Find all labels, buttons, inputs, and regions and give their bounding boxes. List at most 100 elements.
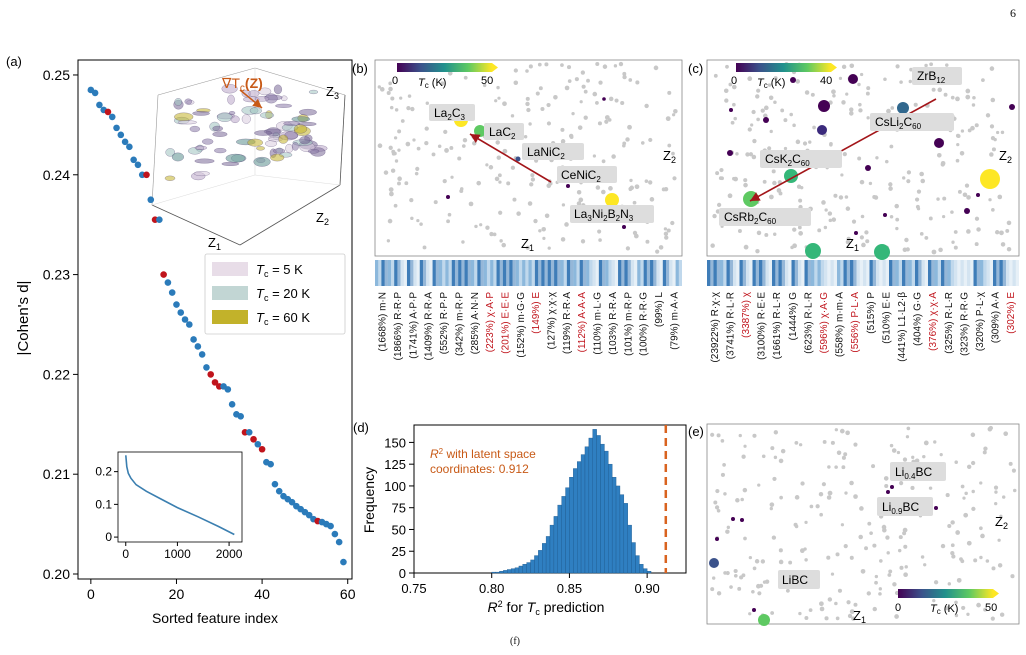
panel-a-point [160, 271, 167, 278]
background-point [485, 163, 489, 167]
feature-label: (3387%) χ [741, 291, 752, 338]
heatmap-cell-highlight [996, 260, 1000, 286]
feature-label: (558%) m·m·A [835, 292, 846, 357]
background-point [496, 155, 501, 160]
heatmap-cell [726, 260, 733, 286]
background-point [710, 432, 715, 437]
background-point [613, 64, 618, 68]
background-point [976, 227, 981, 232]
background-point [1011, 468, 1017, 473]
background-point [982, 450, 987, 455]
panel-b-feature-labels: (1668%) m·N (1866%) R·R·P (1741%) A·P·P (14… [378, 291, 681, 360]
background-point [528, 64, 533, 69]
panel-a-point [156, 216, 163, 223]
background-point [604, 119, 609, 124]
histogram-bar [577, 461, 582, 574]
background-point [598, 80, 603, 85]
background-point [905, 435, 910, 439]
heatmap-cell-highlight [905, 260, 909, 286]
heatmap-cell-highlight [538, 260, 542, 286]
background-point [1012, 488, 1017, 493]
panel-d-ytick-label: 75 [392, 501, 406, 516]
background-point [843, 452, 848, 457]
background-point [416, 218, 420, 223]
heatmap-cell [772, 260, 779, 286]
background-point [936, 197, 940, 201]
background-point [405, 141, 411, 147]
heatmap-cell [856, 260, 863, 286]
background-point [789, 112, 794, 117]
background-point [530, 177, 536, 182]
heatmap-cell-highlight [807, 260, 811, 286]
heatmap-cell-highlight [570, 260, 574, 286]
background-point [548, 181, 552, 185]
background-point [851, 219, 857, 224]
background-point [538, 229, 542, 233]
background-point [804, 90, 810, 95]
panel-a-point [267, 460, 274, 468]
heatmap-cell-highlight [957, 260, 961, 286]
heatmap-cell [817, 260, 824, 286]
background-point [897, 548, 902, 553]
heatmap-cell [598, 260, 606, 286]
heatmap-cell [637, 260, 644, 286]
heatmap-cell [592, 260, 599, 286]
background-point [743, 536, 747, 541]
background-point [1005, 228, 1010, 233]
panel-a-ytick-label: 0.20 [43, 566, 70, 582]
background-point [903, 572, 908, 578]
background-point [919, 231, 924, 236]
background-point [404, 181, 409, 186]
background-point [988, 425, 994, 431]
background-point [942, 196, 947, 201]
panel-c-z2-label: Z2 [999, 148, 1012, 165]
background-point [547, 246, 551, 250]
background-point [966, 229, 971, 234]
background-point [859, 179, 865, 185]
background-point [529, 182, 534, 187]
background-point [425, 101, 429, 105]
feature-label: (323%) R·R·G [959, 292, 970, 356]
background-point [644, 103, 649, 109]
background-point [989, 66, 995, 71]
background-point [872, 606, 877, 612]
label-la2c3: La2C3 [434, 106, 465, 122]
surface-contour [228, 111, 236, 116]
heatmap-cell-highlight [410, 260, 414, 286]
heatmap-cell [746, 260, 753, 286]
background-point [497, 173, 502, 178]
panel-a-ylabel: |Cohen's d| [15, 281, 32, 356]
heatmap-cell [675, 260, 682, 286]
background-point [883, 77, 887, 82]
heatmap-cell-highlight [544, 260, 548, 286]
background-point [627, 124, 632, 130]
background-point [437, 144, 442, 148]
heatmap-cell [541, 260, 548, 286]
background-point [1006, 220, 1012, 226]
heatmap-cell [534, 260, 542, 286]
heatmap-cell-highlight [742, 260, 746, 286]
background-point [498, 210, 503, 215]
background-point [747, 76, 753, 82]
heatmap-cell [419, 260, 427, 286]
heatmap-cell [438, 260, 446, 286]
background-point [415, 166, 420, 171]
background-point [712, 213, 717, 219]
inset-xtick-label: 1000 [164, 547, 191, 561]
heatmap-cell-highlight [840, 260, 844, 286]
heatmap-cell-highlight [416, 260, 420, 286]
feature-label: (149%) E [531, 292, 542, 334]
heatmap-cell-highlight [422, 260, 427, 286]
background-point [961, 605, 966, 611]
panel-b-z1-label: Z1 [521, 236, 534, 253]
background-point [725, 570, 730, 576]
heatmap-cell-highlight [627, 260, 631, 286]
background-point [722, 463, 726, 467]
background-point [865, 239, 870, 244]
surface-contour [165, 148, 176, 157]
background-point [931, 87, 936, 92]
panel-c-colorbar-max: 40 [820, 75, 832, 87]
background-point [821, 200, 826, 205]
label-la3ni2b2n3: La3Ni2B2N3 [574, 207, 634, 223]
heatmap-cell-highlight [885, 260, 889, 286]
